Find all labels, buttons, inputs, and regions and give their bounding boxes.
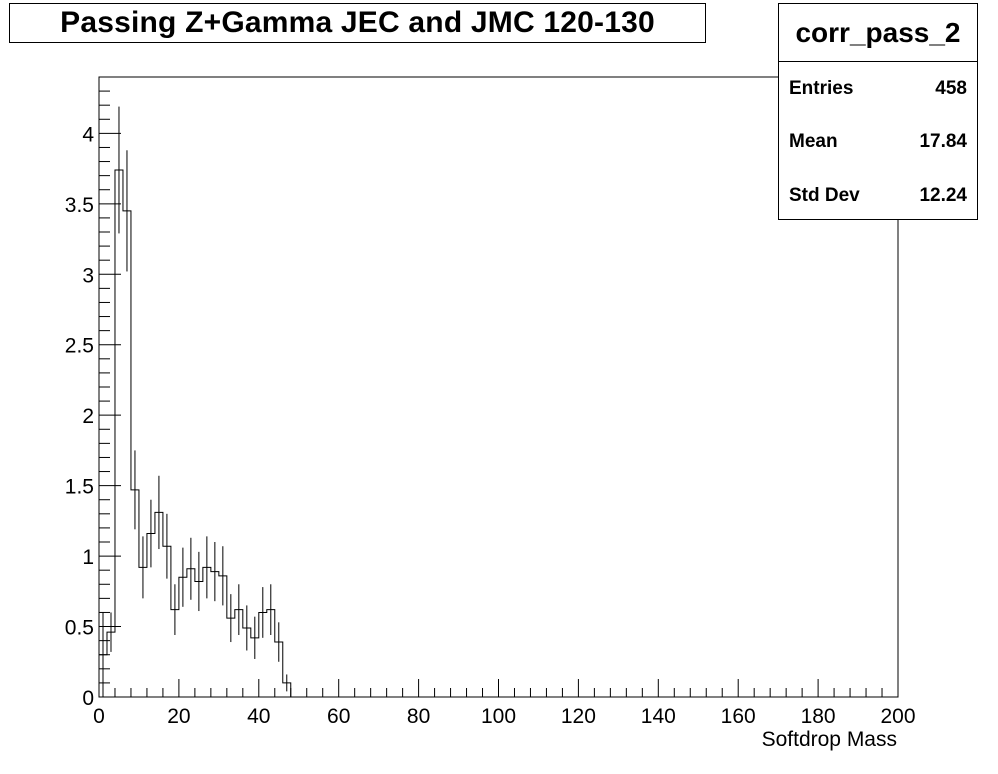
x-tick-label: 200 [880, 705, 915, 728]
y-tick-label: 1 [82, 546, 94, 569]
y-tick-label: 2.5 [65, 335, 94, 358]
x-tick-label: 100 [481, 705, 516, 728]
y-tick-label: 4 [82, 123, 94, 146]
x-tick-label: 40 [247, 705, 270, 728]
y-tick-label: 1.5 [65, 476, 94, 499]
y-tick-label: 2 [82, 405, 94, 428]
x-tick-label: 60 [327, 705, 350, 728]
x-tick-label: 80 [407, 705, 430, 728]
stats-histogram-name: corr_pass_2 [779, 4, 977, 62]
stats-value: 458 [935, 78, 967, 99]
y-tick-label: 3.5 [65, 194, 94, 217]
x-tick-label: 120 [561, 705, 596, 728]
stats-value: 17.84 [919, 131, 967, 152]
histogram-line [98, 169, 292, 697]
x-tick-label: 140 [641, 705, 676, 728]
y-tick-label: 0.5 [65, 617, 94, 640]
stats-row-std-dev: Std Dev 12.24 [789, 185, 967, 209]
x-axis-tick-labels: 0 20 40 60 80 100 120 140 160 180 200 [93, 705, 915, 728]
x-tick-label: 20 [167, 705, 190, 728]
stats-label: Mean [789, 131, 838, 152]
x-tick-label: 160 [721, 705, 756, 728]
x-tick-label: 0 [93, 705, 105, 728]
stats-box: corr_pass_2 Entries 458 Mean 17.84 Std D… [778, 3, 978, 220]
y-tick-label: 0 [82, 687, 94, 710]
x-axis-title: Softdrop Mass [762, 728, 897, 751]
stats-label: Std Dev [789, 185, 860, 206]
y-axis-tick-labels: 0 0.5 1 1.5 2 2.5 3 3.5 4 [65, 123, 95, 710]
stats-row-entries: Entries 458 [789, 78, 967, 102]
stats-label: Entries [789, 78, 854, 99]
stats-value: 12.24 [919, 185, 967, 206]
y-axis-ticks [99, 76, 121, 698]
x-axis-ticks [98, 679, 899, 697]
stats-row-mean: Mean 17.84 [789, 131, 967, 155]
chart-title: Passing Z+Gamma JEC and JMC 120-130 [60, 6, 655, 39]
x-tick-label: 180 [801, 705, 836, 728]
y-tick-label: 3 [82, 264, 94, 287]
chart-title-box: Passing Z+Gamma JEC and JMC 120-130 [9, 3, 706, 43]
